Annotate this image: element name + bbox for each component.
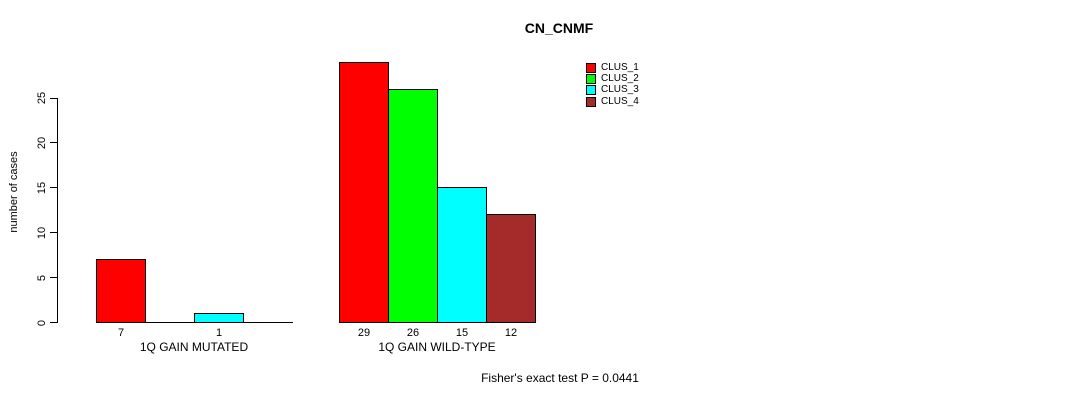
chart-title: CN_CNMF [524, 20, 594, 36]
y-tick [50, 277, 57, 279]
legend-label: CLUS_3 [601, 84, 639, 96]
bar-value-label: 12 [504, 327, 518, 339]
bar-clus_2 [388, 89, 438, 323]
y-tick [50, 322, 57, 323]
legend-item: CLUS_1 [586, 62, 639, 73]
y-tick [50, 232, 57, 234]
bar-value-label: 26 [406, 327, 420, 339]
legend-label: CLUS_4 [601, 95, 639, 107]
y-tick [50, 97, 57, 99]
bar-clus_4 [486, 214, 536, 323]
legend-label: CLUS_1 [601, 61, 639, 73]
y-tick-label: 10 [36, 226, 48, 239]
bar-clus_3 [194, 313, 244, 323]
legend-label: CLUS_2 [601, 73, 639, 85]
legend-swatch-clus_1 [586, 62, 596, 73]
bar-clus_1 [339, 62, 389, 323]
y-tick-label: 0 [36, 319, 48, 326]
group-label: 1Q GAIN WILD-TYPE [378, 340, 496, 354]
bar-value-label: 1 [215, 327, 223, 339]
y-tick-label: 15 [36, 181, 48, 194]
legend-swatch-clus_4 [586, 96, 596, 107]
y-tick-label: 25 [36, 91, 48, 105]
y-tick [50, 142, 57, 144]
y-tick-label: 20 [36, 136, 48, 150]
y-tick [50, 187, 57, 189]
legend-item: CLUS_3 [586, 85, 639, 96]
bar-value-label: 29 [357, 327, 371, 339]
y-tick-label: 5 [36, 274, 48, 281]
legend-swatch-clus_3 [586, 85, 596, 96]
bar-value-label: 15 [455, 327, 469, 339]
group-label: 1Q GAIN MUTATED [139, 340, 249, 354]
legend-swatch-clus_2 [586, 74, 596, 85]
bar-clus_3 [437, 187, 487, 323]
fisher-test-annotation: Fisher's exact test P = 0.0441 [481, 371, 639, 385]
legend: CLUS_1 CLUS_2 CLUS_3 CLUS_4 [586, 62, 639, 108]
bar-clus_1 [96, 259, 146, 323]
y-axis-line [57, 97, 58, 323]
y-axis-label: number of cases [8, 151, 20, 233]
bar-value-label: 7 [117, 327, 125, 339]
legend-item: CLUS_2 [586, 73, 639, 85]
legend-item: CLUS_4 [586, 96, 639, 107]
